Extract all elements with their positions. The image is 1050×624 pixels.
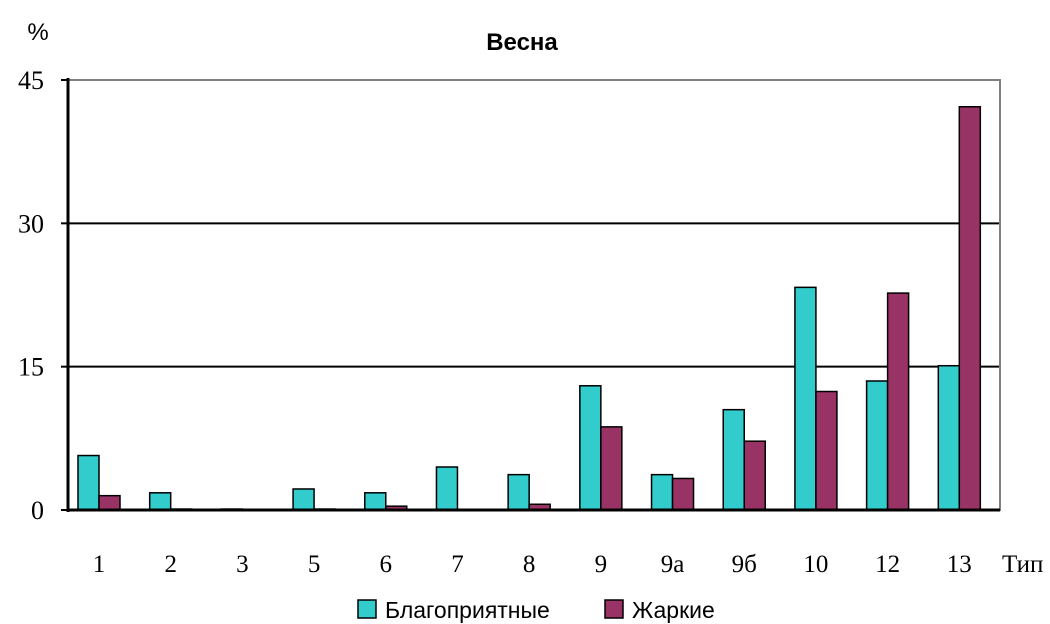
bar-series1 — [937, 364, 961, 511]
x-tick-labels: 1 2 3 5 6 7 8 9 9а 9б 10 12 13 — [93, 551, 972, 578]
x-tick-label: 8 — [523, 551, 536, 578]
bar-series1 — [148, 492, 172, 511]
bar-series1 — [292, 488, 315, 511]
y-tick-label: 0 — [31, 496, 44, 525]
y-tick-labels: 0 15 30 45 — [18, 66, 44, 525]
x-tick-label: 10 — [803, 551, 828, 578]
bar-series1 — [77, 454, 100, 511]
legend-swatch — [604, 599, 624, 619]
bar-series1 — [507, 473, 530, 511]
legend-label: Жаркие — [632, 597, 715, 623]
x-tick-label: 9а — [661, 551, 685, 578]
bar-series2 — [958, 106, 982, 511]
x-tick-label: 9б — [732, 551, 757, 578]
y-tick-label: 30 — [18, 209, 44, 238]
bar-series2 — [98, 494, 121, 511]
legend-swatch — [357, 599, 377, 619]
bar-series1 — [579, 385, 602, 511]
bar-series1 — [650, 473, 674, 511]
bar-series2 — [815, 390, 838, 511]
x-tick-label: 3 — [236, 551, 249, 578]
bar-series1 — [722, 408, 745, 511]
bar-series1 — [435, 466, 459, 511]
x-tick-label: 1 — [93, 551, 106, 578]
x-axis-label: Тип — [1002, 551, 1043, 578]
y-tick-label: 15 — [18, 353, 44, 382]
bar-series2 — [671, 477, 695, 511]
bar-series2 — [600, 426, 623, 511]
axes — [61, 78, 1000, 512]
bars — [77, 106, 982, 511]
plot-area — [67, 79, 1001, 511]
y-tick-label: 45 — [18, 66, 44, 95]
x-tick-label: 5 — [308, 551, 321, 578]
bar-series2 — [743, 440, 766, 511]
x-tick-label: 13 — [947, 551, 972, 578]
legend: Благоприятные Жаркие — [357, 597, 715, 623]
bar-series1 — [794, 286, 817, 511]
x-tick-label: 2 — [164, 551, 177, 578]
bar-series2 — [886, 292, 910, 511]
bar-series1 — [865, 380, 889, 511]
bar-series1 — [364, 492, 387, 511]
x-tick-label: 9 — [595, 551, 608, 578]
legend-label: Благоприятные — [385, 597, 550, 623]
x-tick-label: 6 — [380, 551, 393, 578]
y-axis-label: % — [27, 19, 48, 46]
x-tick-label: 12 — [875, 551, 900, 578]
chart-title: Весна — [486, 29, 558, 56]
x-tick-label: 7 — [451, 551, 464, 578]
grid-lines — [68, 222, 1000, 368]
